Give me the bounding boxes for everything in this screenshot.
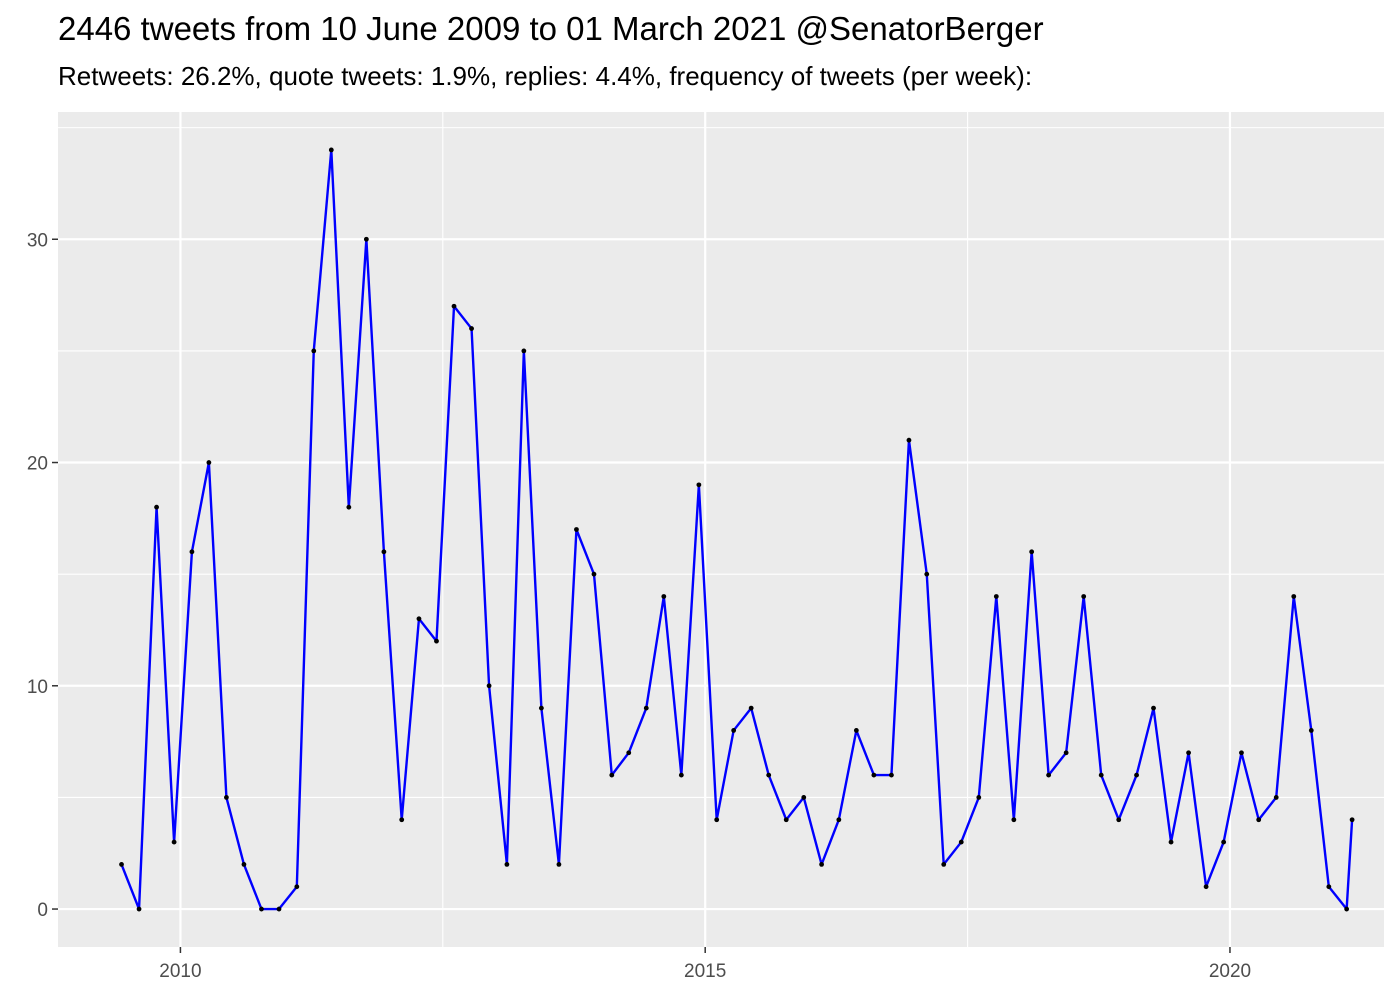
data-point bbox=[434, 638, 439, 644]
data-point bbox=[171, 839, 177, 845]
data-point bbox=[486, 683, 492, 689]
data-point bbox=[276, 906, 282, 912]
data-point bbox=[1221, 839, 1227, 845]
data-point bbox=[451, 303, 457, 309]
data-point bbox=[416, 616, 422, 622]
plot-panel bbox=[58, 112, 1384, 947]
x-tick-label: 2010 bbox=[159, 961, 201, 982]
data-point bbox=[1256, 817, 1262, 823]
data-point bbox=[381, 549, 387, 555]
data-point bbox=[941, 861, 947, 867]
data-point bbox=[259, 906, 264, 912]
data-point bbox=[538, 705, 544, 711]
data-point bbox=[853, 728, 859, 733]
x-tick-label: 2020 bbox=[1209, 961, 1251, 982]
chart-subtitle: Retweets: 26.2%, quote tweets: 1.9%, rep… bbox=[58, 61, 1033, 91]
data-point bbox=[801, 795, 807, 800]
data-point bbox=[469, 326, 474, 331]
y-tick-label: 0 bbox=[37, 900, 48, 921]
data-point bbox=[1308, 728, 1314, 733]
x-tick-label: 2015 bbox=[684, 961, 726, 982]
data-point bbox=[958, 839, 964, 845]
data-point bbox=[504, 861, 510, 867]
data-point bbox=[119, 861, 124, 867]
major-gridlines bbox=[58, 112, 1384, 947]
data-point bbox=[1081, 594, 1087, 599]
data-point bbox=[976, 795, 982, 800]
data-point bbox=[1326, 884, 1332, 890]
data-point bbox=[626, 750, 632, 756]
data-point bbox=[206, 460, 212, 465]
data-point bbox=[136, 906, 142, 912]
data-point bbox=[993, 594, 999, 599]
data-point bbox=[574, 527, 579, 532]
y-tick-label: 10 bbox=[27, 677, 48, 698]
data-point bbox=[556, 861, 562, 867]
data-point bbox=[328, 147, 334, 153]
data-point bbox=[591, 571, 597, 577]
data-point bbox=[311, 348, 317, 354]
data-point bbox=[1063, 750, 1069, 756]
data-point bbox=[889, 772, 894, 778]
data-point bbox=[609, 772, 615, 778]
data-point bbox=[363, 236, 369, 242]
data-point bbox=[1116, 817, 1122, 823]
data-point bbox=[1168, 839, 1174, 845]
data-point bbox=[643, 705, 649, 711]
chart-title: 2446 tweets from 10 June 2009 to 01 Marc… bbox=[58, 10, 1044, 47]
data-point bbox=[924, 571, 930, 577]
data-point bbox=[871, 772, 877, 778]
data-point bbox=[661, 594, 667, 599]
y-tick-label: 30 bbox=[27, 230, 48, 251]
data-point bbox=[1203, 884, 1209, 890]
data-point bbox=[154, 504, 159, 510]
data-point bbox=[1029, 549, 1035, 555]
data-point bbox=[1098, 772, 1104, 778]
data-point bbox=[1134, 772, 1139, 778]
data-point bbox=[783, 817, 789, 823]
data-point bbox=[678, 772, 684, 778]
series-line bbox=[120, 148, 1354, 911]
data-point bbox=[224, 795, 229, 800]
data-point bbox=[731, 728, 737, 733]
data-point bbox=[836, 817, 842, 823]
data-point bbox=[1349, 817, 1355, 823]
data-point bbox=[696, 482, 702, 488]
data-point bbox=[906, 437, 912, 443]
data-point bbox=[1239, 750, 1244, 756]
data-point bbox=[1291, 594, 1297, 599]
series-layer bbox=[119, 147, 1355, 912]
data-point bbox=[1151, 705, 1156, 711]
data-point bbox=[1011, 817, 1017, 823]
y-axis: 0 10 20 30 bbox=[27, 230, 58, 921]
data-point bbox=[1186, 750, 1191, 756]
data-point bbox=[346, 504, 352, 510]
data-point bbox=[1273, 795, 1279, 800]
data-point bbox=[819, 861, 824, 867]
data-point bbox=[748, 705, 754, 711]
data-point bbox=[294, 884, 300, 890]
data-point bbox=[714, 817, 720, 823]
y-tick-label: 20 bbox=[27, 454, 48, 475]
data-point bbox=[1046, 772, 1052, 778]
data-point bbox=[766, 772, 772, 778]
data-point bbox=[189, 549, 195, 555]
x-axis: 2010 2015 2020 bbox=[159, 947, 1251, 982]
data-point bbox=[399, 817, 405, 823]
data-point bbox=[1344, 906, 1350, 912]
data-point bbox=[521, 348, 527, 354]
data-point bbox=[241, 861, 247, 867]
